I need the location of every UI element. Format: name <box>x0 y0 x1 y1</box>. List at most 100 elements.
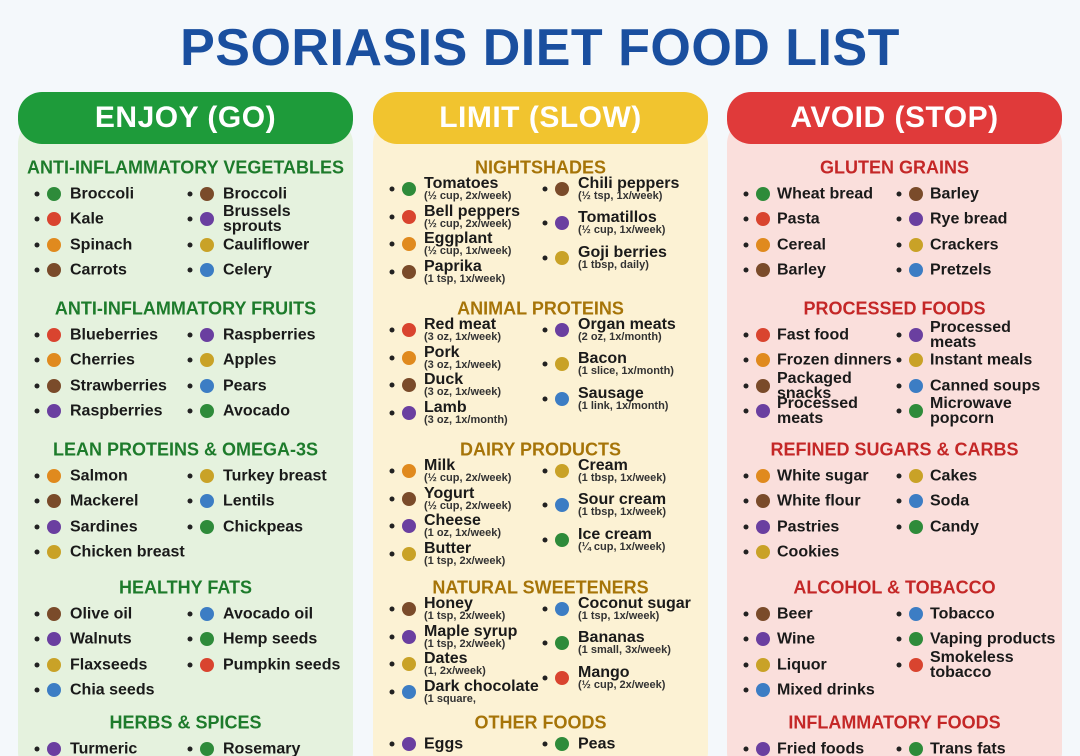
food-name: Paprika <box>424 257 482 275</box>
bullet <box>896 746 902 752</box>
bullet <box>187 473 193 479</box>
food-name: Cauliflower <box>223 236 310 254</box>
food-item: Frozen dinners <box>777 352 892 368</box>
food-item: Cookies <box>777 543 840 561</box>
food-icon <box>909 328 923 342</box>
food-name: Chicken breast <box>70 543 185 561</box>
food-item: Cream (1 tbsp, 1x/week) <box>578 458 666 484</box>
food-name: Bacon <box>578 350 627 368</box>
food-portion: (1 tsp, 2x/week) <box>424 610 506 622</box>
food-item: Dark chocolate (1 square, <box>424 678 539 705</box>
bullet <box>187 498 193 504</box>
section-title: ANIMAL PROTEINS <box>457 298 624 319</box>
bullet <box>896 408 902 414</box>
food-icon <box>756 262 770 277</box>
bullet <box>743 242 749 248</box>
bullet <box>34 549 40 555</box>
food-name: Chia seeds <box>70 681 155 699</box>
food-item: Bacon (1 slice, 1x/month) <box>578 351 674 377</box>
bullet <box>896 498 902 504</box>
food-name: Rosemary <box>223 740 301 756</box>
bullet <box>187 242 193 248</box>
food-icon <box>47 262 61 277</box>
food-icon <box>756 378 770 393</box>
food-name: Cheese <box>424 512 481 529</box>
food-icon <box>756 328 770 342</box>
bullet <box>34 191 40 197</box>
bullet <box>896 662 902 668</box>
food-item: Cakes <box>930 468 977 484</box>
bullet <box>743 383 749 389</box>
food-item: Eggplant (½ cup, 1x/week) <box>424 231 511 257</box>
food-portion: (2 oz, 1x/month) <box>578 331 662 343</box>
food-item: Mango (½ cup, 2x/week) <box>578 663 665 691</box>
food-icon <box>200 237 214 252</box>
bullet <box>896 473 902 479</box>
food-item: Pumpkin seeds <box>223 657 340 673</box>
food-icon <box>402 657 416 671</box>
food-item: Chicken breast <box>70 543 185 561</box>
bullet <box>389 551 395 556</box>
food-name: Red meat <box>424 316 497 333</box>
bullet <box>743 191 749 197</box>
food-icon <box>555 670 569 685</box>
bullet <box>34 332 40 338</box>
bullet <box>389 634 395 639</box>
food-item: Crackers <box>930 237 999 253</box>
food-name: Mango <box>578 663 630 681</box>
food-icon <box>200 494 214 509</box>
food-icon <box>402 350 416 365</box>
bullet <box>542 186 548 192</box>
food-icon <box>402 684 416 699</box>
food-icon <box>402 264 416 279</box>
bullet <box>542 675 548 681</box>
food-name: Cookies <box>777 543 840 561</box>
food-name: Pears <box>223 377 267 395</box>
food-item: Walnuts <box>70 631 132 647</box>
bullet <box>743 746 749 752</box>
food-item: Pork (3 oz, 1x/week) <box>424 344 501 371</box>
food-icon <box>756 544 770 559</box>
section-title: DAIRY PRODUCTS <box>459 439 621 460</box>
section-title: HERBS & SPICES <box>109 712 262 733</box>
bullet <box>187 636 193 642</box>
food-item: Celery <box>223 262 272 278</box>
food-portion: (3 oz, 1x/month) <box>424 413 508 426</box>
food-icon <box>555 602 569 616</box>
food-name: Honey <box>424 595 473 612</box>
food-item: Organ meats (2 oz, 1x/month) <box>578 317 676 343</box>
food-item: Wine <box>777 631 815 647</box>
food-item: Avocado <box>223 403 290 419</box>
food-icon <box>402 237 416 251</box>
food-icon <box>402 546 416 561</box>
column-header: AVOID (STOP) <box>727 92 1062 144</box>
food-item: Peas <box>578 735 616 753</box>
food-icon <box>756 607 770 621</box>
food-icon <box>402 182 416 196</box>
bullet <box>542 361 548 367</box>
food-name: Peas <box>578 735 616 753</box>
food-item: Pasta <box>777 211 820 227</box>
section-title: INFLAMMATORY FOODS <box>788 712 1001 733</box>
section-title: GLUTEN GRAINS <box>819 157 969 178</box>
bullet <box>389 186 395 192</box>
food-portion: (3 oz, 1x/week) <box>424 331 502 343</box>
food-item: Sausage (1 link, 1x/month) <box>578 385 668 412</box>
food-item: Fried foods <box>777 741 864 756</box>
bullet <box>187 332 193 338</box>
food-icon <box>402 405 416 420</box>
food-name: Butter <box>424 539 472 557</box>
bullet <box>34 408 40 414</box>
food-name: Duck <box>424 371 464 388</box>
food-icon <box>47 544 61 559</box>
food-icon <box>555 391 569 406</box>
food-name: Ice cream <box>578 525 652 543</box>
food-icon <box>909 469 923 483</box>
food-icon <box>756 237 770 252</box>
food-icon <box>555 182 569 196</box>
bullet <box>743 636 749 642</box>
food-name: Bell peppers <box>424 202 521 220</box>
food-name: Barley <box>930 185 979 203</box>
bullet <box>542 396 548 402</box>
food-item: Yogurt (½ cup, 2x/week) <box>424 485 511 512</box>
